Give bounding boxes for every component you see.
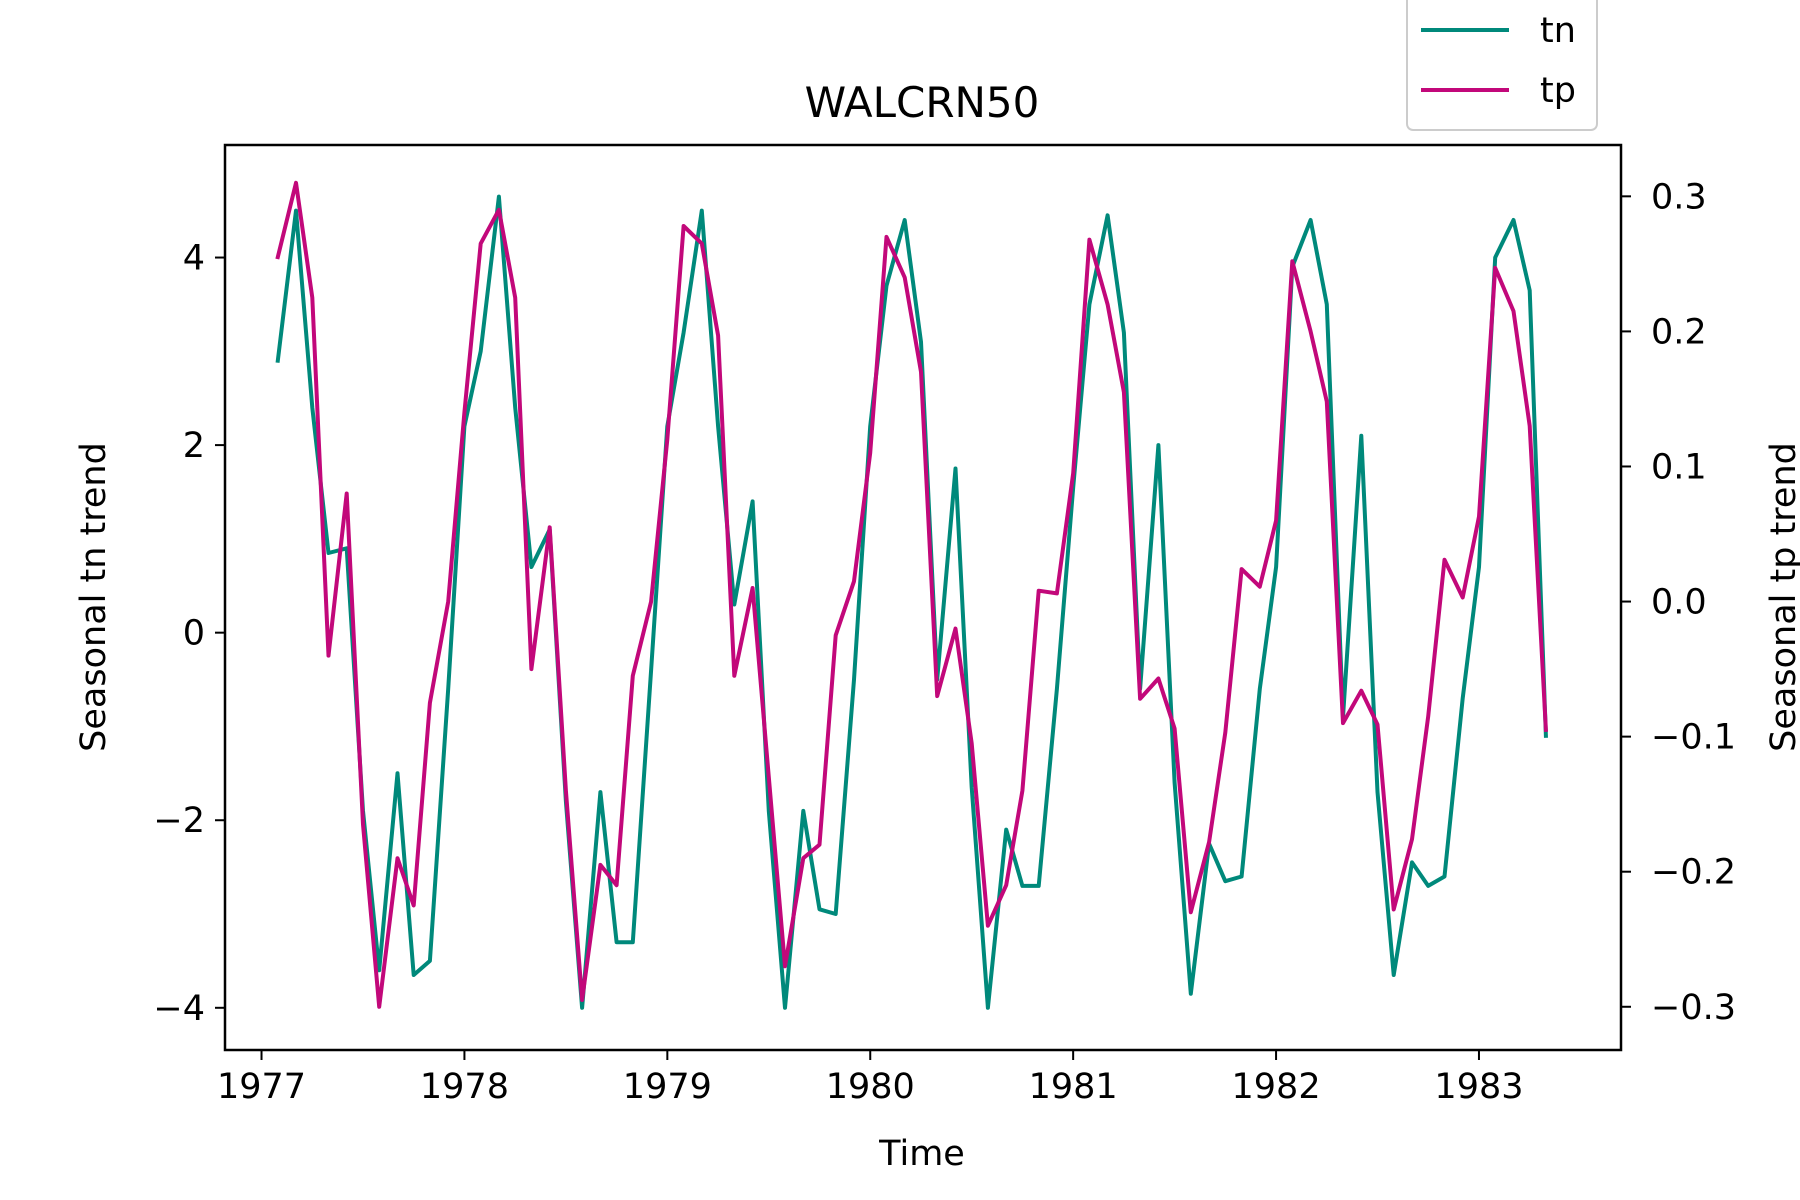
series-line-tp [275,180,1549,1009]
y-right-tick-label: 0.0 [1651,583,1707,623]
legend: tn tp [1406,0,1598,131]
series-layer [275,180,1549,1010]
y-left-tick-label: −2 [153,801,205,841]
y-right-tick-label: −0.1 [1651,718,1736,758]
legend-label-tp: tp [1540,71,1576,111]
series-line-tn [275,194,1548,1010]
x-tick-label: 1977 [217,1067,306,1107]
x-axis-label: Time [878,1134,965,1174]
x-tick-label: 1981 [1029,1067,1118,1107]
legend-frame [1406,0,1598,131]
x-tick-label: 1978 [420,1067,509,1107]
y-axis-left-label: Seasonal tn trend [74,442,114,752]
x-tick-label: 1983 [1434,1067,1523,1107]
y-right-tick-label: −0.3 [1651,988,1736,1028]
y-left-tick-label: 2 [183,426,205,466]
y-right-tick-label: 0.1 [1651,447,1707,487]
chart-title: WALCRN50 [805,78,1040,127]
y-left-tick-label: 0 [183,614,205,654]
y-axis-left: −4 −2 0 2 4 [153,239,225,1029]
y-axis-right: −0.3 −0.2 −0.1 0.0 0.1 0.2 0.3 [1621,177,1736,1028]
y-right-tick-label: 0.2 [1651,312,1707,352]
y-left-tick-label: 4 [183,239,205,279]
y-left-tick-label: −4 [153,989,205,1029]
x-tick-label: 1980 [826,1067,915,1107]
x-tick-label: 1982 [1232,1067,1321,1107]
y-right-tick-label: 0.3 [1651,177,1707,217]
y-right-tick-label: −0.2 [1651,853,1736,893]
legend-label-tn: tn [1540,11,1576,51]
x-tick-label: 1979 [623,1067,712,1107]
plot-frame [223,143,1623,1052]
x-axis: 1977 1978 1979 1980 1981 1982 1983 [217,1050,1524,1107]
y-axis-right-label: Seasonal tp trend [1764,442,1800,752]
